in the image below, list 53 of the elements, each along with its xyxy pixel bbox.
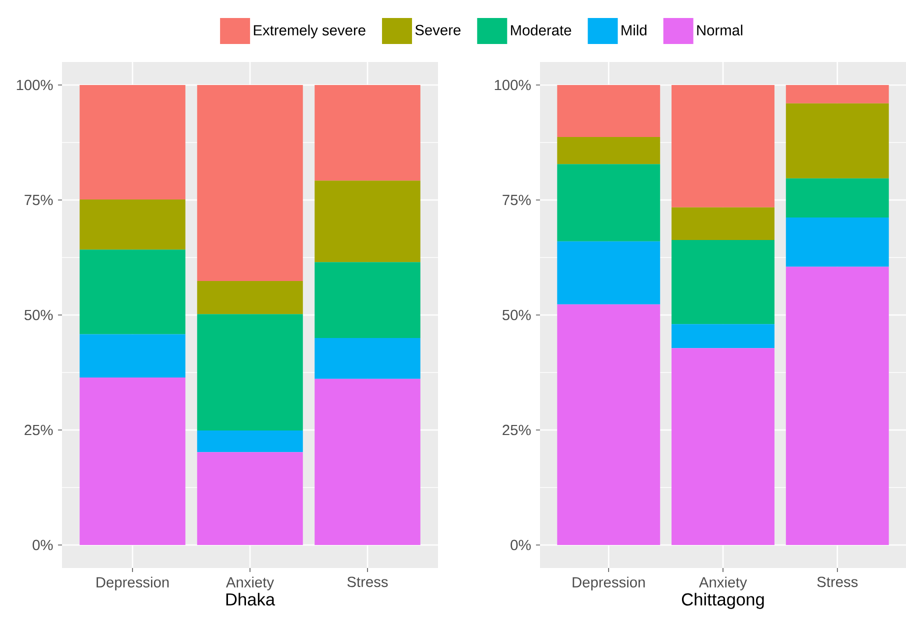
bar [197,430,303,452]
bar [786,103,889,178]
bar [197,84,303,281]
y-tick-label: 25% [24,424,53,436]
y-tick-label: 100% [494,80,531,90]
bar [786,84,889,104]
x-tick-label: Anxiety [226,576,274,590]
bar [80,250,186,334]
bar [672,324,774,348]
x-tick-label: Stress [347,576,388,588]
bar [314,338,420,379]
bar [672,348,774,545]
legend-label: Mild [622,24,646,36]
y-tick-label: 100% [16,80,53,90]
bar [672,207,774,240]
y-tick-label: 50% [502,310,531,320]
bar [557,84,660,137]
bar [672,240,774,324]
bar [672,84,774,208]
legend-label: Normal [697,24,742,36]
y-tick-label: 0% [32,540,53,550]
bar [786,217,889,267]
bar [557,241,660,304]
legend-label: Severe [415,24,460,36]
bar [80,334,186,378]
bar [197,314,303,430]
bar [786,266,889,545]
bar [557,136,660,164]
x-tick-label: Stress [817,576,858,588]
x-axis-title: Dhaka [226,592,276,606]
x-tick-label: Depression [96,576,169,590]
y-tick-label: 75% [502,194,531,206]
bar [557,304,660,545]
legend-label: Moderate [511,24,572,36]
bar [314,262,420,338]
bar [314,84,420,181]
y-tick-label: 25% [502,424,531,436]
bar [80,200,186,250]
bar [786,178,889,218]
bar [557,164,660,242]
legend-label: Extremely severe [254,24,366,38]
bar [197,280,303,314]
y-tick-label: 50% [24,310,53,320]
y-tick-label: 75% [24,194,53,206]
x-tick-label: Depression [572,576,645,590]
bar [197,452,303,545]
bar [314,180,420,262]
bar [314,378,420,545]
y-tick-label: 0% [510,540,531,550]
x-axis-title: Chittagong [682,592,764,610]
bar [80,378,186,545]
bar [80,84,186,200]
x-tick-label: Anxiety [698,576,748,590]
